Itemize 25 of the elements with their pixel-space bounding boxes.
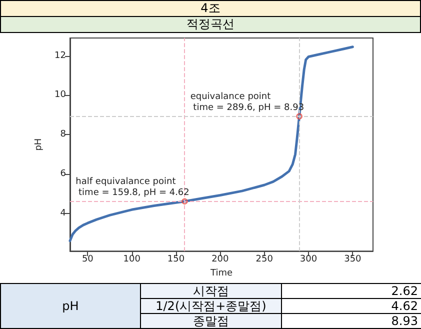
category-label: 종말점 xyxy=(140,314,282,328)
y-tick-label: 4 xyxy=(60,208,66,219)
data-label: 2.62 xyxy=(282,284,421,298)
x-tick-label: 150 xyxy=(167,254,185,265)
x-axis-title: Time xyxy=(209,268,233,278)
y-tick-label: 12 xyxy=(54,50,66,61)
x-tick-label: 300 xyxy=(300,254,318,265)
data-label: 8.93 xyxy=(282,314,421,328)
chart-subtitle: 적정곡선 xyxy=(0,17,421,33)
data-label: 4.62 xyxy=(282,298,421,314)
x-tick-label: 50 xyxy=(82,254,94,265)
line-series xyxy=(68,46,354,242)
category-label: 1/2(시작점+종말점) xyxy=(140,298,282,314)
category-label: 시작점 xyxy=(140,284,282,298)
x-tick-label: 250 xyxy=(256,254,274,265)
x-tick-label: 200 xyxy=(212,254,230,265)
x-tick-label: 350 xyxy=(344,254,362,265)
text: pH xyxy=(0,284,140,328)
annotation: half equivalance point time = 159.8, pH = 4.62 xyxy=(76,176,190,198)
chart-title: 4조 xyxy=(0,0,421,17)
x-tick-label: 100 xyxy=(123,254,141,265)
y-axis-title: pH xyxy=(34,138,44,151)
y-tick-label: 8 xyxy=(60,130,66,140)
y-tick-label: 6 xyxy=(60,169,66,180)
y-tick-label: 10 xyxy=(54,90,66,100)
